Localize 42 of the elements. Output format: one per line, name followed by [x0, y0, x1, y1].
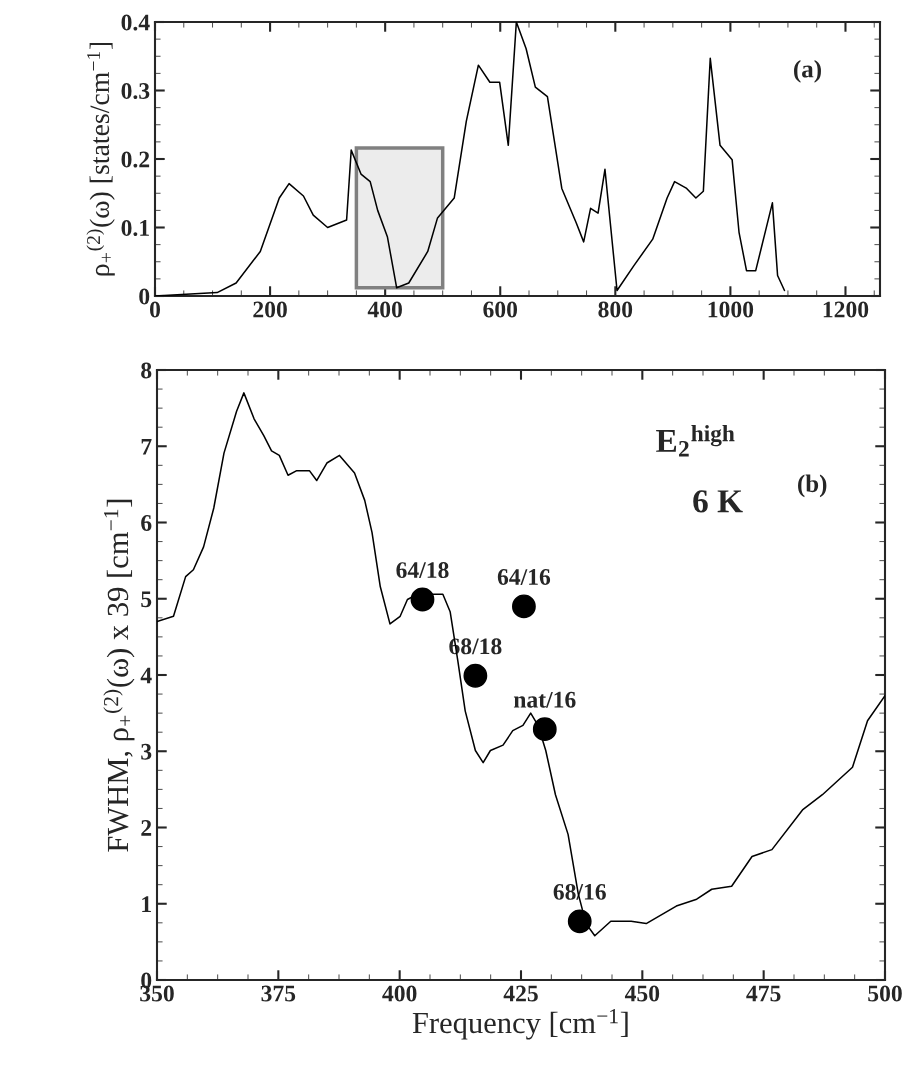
y-tick-label: 0.1 [121, 219, 149, 237]
annotation: 64/18 [396, 562, 449, 579]
annotation: 6 K [693, 490, 743, 513]
x-axis-title: Frequency [cm$^{−1}$] [412, 1009, 628, 1040]
point [410, 587, 435, 612]
x-tick-label: 425 [503, 985, 538, 1002]
x-tick-label: 475 [746, 985, 781, 1002]
y-tick-label: 0.2 [121, 151, 150, 168]
x-tick-label: 500 [868, 985, 902, 1002]
x-tick-label: 400 [367, 301, 402, 318]
y-tick-label: 2 [141, 820, 152, 836]
x-tick-label: 1000 [708, 301, 754, 318]
y-tick-label: 0.4 [121, 14, 150, 31]
point [512, 594, 536, 619]
x-tick-label: 800 [598, 301, 633, 318]
y-tick-label: 4 [140, 667, 152, 684]
x-tick-label: 375 [261, 985, 296, 1002]
annotation: (b) [798, 474, 827, 498]
line-series [155, 22, 786, 296]
y-tick-label: 7 [141, 438, 152, 455]
annotation: (a) [794, 59, 821, 83]
point [567, 909, 592, 934]
point [463, 663, 488, 688]
x-tick-label: 600 [483, 301, 518, 318]
annotation: E$_{2}$$^{high}$ [656, 424, 735, 457]
y-tick-label: 5 [141, 591, 152, 608]
y-axis-title: ρ$_{+}$$^{(2)}$(ω) [states/cm$^{−1}$] [86, 42, 115, 276]
y-tick-label: 1 [142, 896, 151, 912]
y-tick-label: 3 [141, 743, 152, 760]
x-tick-label: 400 [382, 985, 417, 1002]
annotation: 64/16 [497, 569, 551, 585]
point [532, 717, 557, 742]
y-tick-label: 0 [139, 288, 150, 305]
annotation: nat/16 [513, 691, 576, 708]
line-series [157, 392, 885, 937]
y-tick-label: 6 [141, 515, 152, 531]
x-tick-label: 1200 [823, 301, 869, 318]
y-axis-title: FWHM, ρ$_{+}$$^{(2)}$(ω) x 39 [cm$^{−1}$] [103, 499, 135, 852]
y-tick-label: 8 [141, 362, 152, 379]
y-tick-label: 0.3 [121, 82, 150, 100]
x-tick-label: 200 [253, 301, 287, 318]
x-tick-label: 450 [624, 985, 660, 1002]
